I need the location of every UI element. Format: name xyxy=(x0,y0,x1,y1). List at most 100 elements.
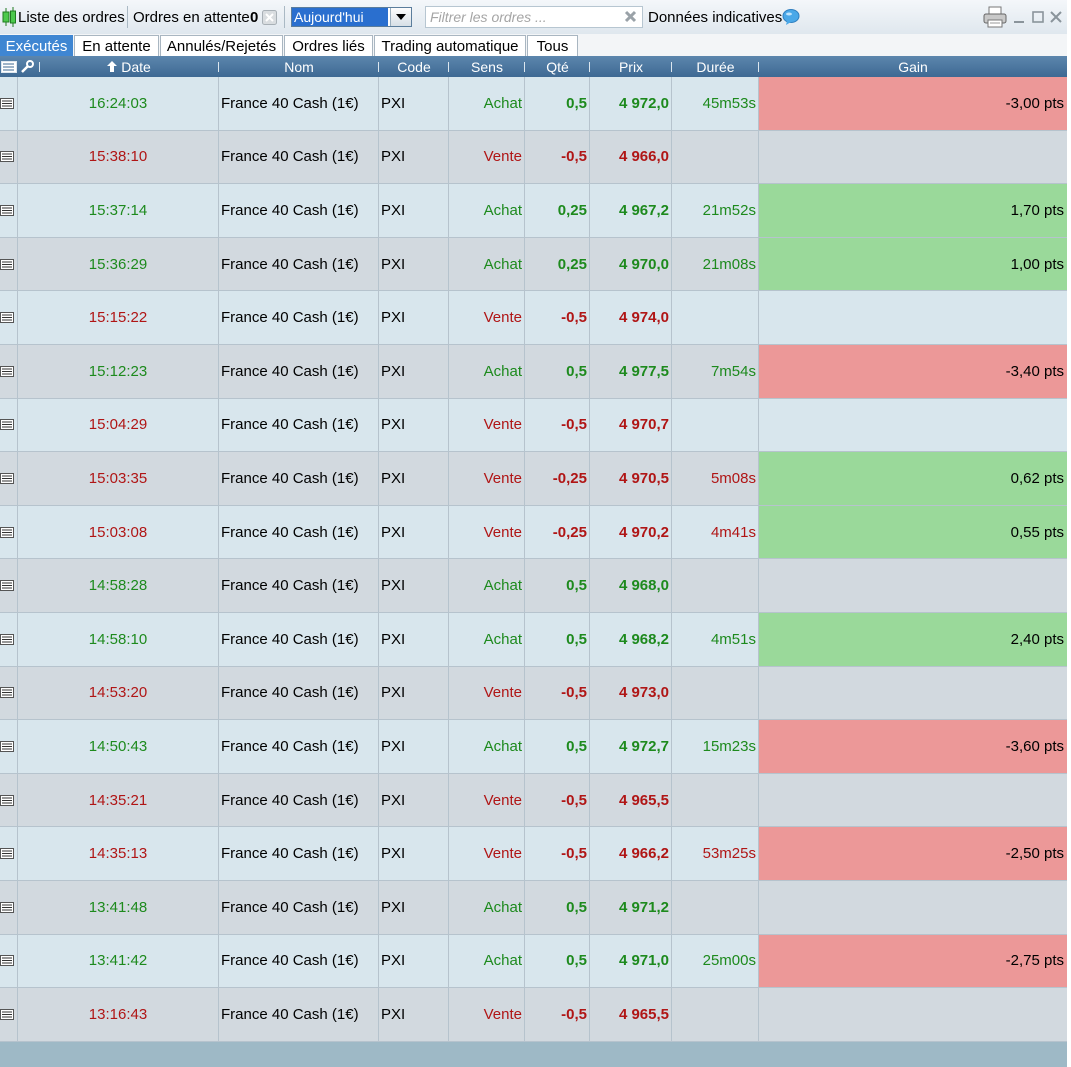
minimize-icon[interactable] xyxy=(1012,0,1028,34)
clear-filter-icon[interactable] xyxy=(624,10,637,26)
toolbar-divider xyxy=(284,6,285,28)
cell-name: France 40 Cash (1€) xyxy=(219,505,379,560)
period-dropdown[interactable]: Aujourd'hui xyxy=(291,7,412,27)
cell-time: 13:16:43 xyxy=(18,988,219,1042)
order-details-icon[interactable] xyxy=(0,666,18,721)
table-row[interactable]: 16:24:03 France 40 Cash (1€) PXI Achat 0,5 4 … xyxy=(0,77,1067,131)
column-code[interactable]: Code xyxy=(397,58,431,75)
cell-gain: -2,75 pts xyxy=(759,934,1067,989)
wrench-icon[interactable] xyxy=(19,56,35,77)
table-row[interactable]: 14:35:21 France 40 Cash (1€) PXI Vente -0,5 4… xyxy=(0,773,1067,828)
tab-en-attente[interactable]: En attente xyxy=(74,35,159,56)
order-details-icon[interactable] xyxy=(0,345,18,399)
clear-pending-icon[interactable] xyxy=(262,0,278,34)
cell-time: 15:38:10 xyxy=(18,130,219,185)
table-row[interactable]: 15:38:10 France 40 Cash (1€) PXI Vente -0,5 4… xyxy=(0,130,1067,185)
cell-code: PXI xyxy=(379,184,449,238)
period-selected-value: Aujourd'hui xyxy=(292,8,388,26)
order-details-icon[interactable] xyxy=(0,559,18,613)
cell-code: PXI xyxy=(379,291,449,345)
cell-gain: -3,60 pts xyxy=(759,720,1067,774)
cell-code: PXI xyxy=(379,398,449,453)
table-row[interactable]: 13:41:48 France 40 Cash (1€) PXI Achat 0,5 4 … xyxy=(0,881,1067,935)
tab-ordres-lies[interactable]: Ordres liés xyxy=(284,35,373,56)
order-details-icon[interactable] xyxy=(0,881,18,935)
table-row[interactable]: 14:50:43 France 40 Cash (1€) PXI Achat 0,5 4 … xyxy=(0,720,1067,774)
table-row[interactable]: 14:53:20 France 40 Cash (1€) PXI Vente -0,5 4… xyxy=(0,666,1067,721)
order-details-icon[interactable] xyxy=(0,720,18,774)
maximize-icon[interactable] xyxy=(1031,0,1047,34)
order-details-icon[interactable] xyxy=(0,505,18,560)
order-details-icon[interactable] xyxy=(0,184,18,238)
column-date[interactable]: Date xyxy=(40,56,218,77)
table-row[interactable]: 15:37:14 France 40 Cash (1€) PXI Achat 0,25 4… xyxy=(0,184,1067,238)
order-details-icon[interactable] xyxy=(0,452,18,506)
table-row[interactable]: 15:15:22 France 40 Cash (1€) PXI Vente -0,5 4… xyxy=(0,291,1067,345)
cell-duration xyxy=(672,881,759,935)
chevron-down-icon[interactable] xyxy=(390,8,411,26)
order-details-icon[interactable] xyxy=(0,988,18,1042)
print-icon[interactable] xyxy=(982,0,1008,34)
table-row[interactable]: 15:03:08 France 40 Cash (1€) PXI Vente -0,25… xyxy=(0,505,1067,560)
cell-code: PXI xyxy=(379,559,449,613)
table-row[interactable]: 14:58:10 France 40 Cash (1€) PXI Achat 0,5 4 … xyxy=(0,613,1067,667)
column-nom[interactable]: Nom xyxy=(284,58,314,75)
cell-duration: 21m52s xyxy=(672,184,759,238)
cell-side: Vente xyxy=(449,505,525,560)
tab-tous[interactable]: Tous xyxy=(527,35,578,56)
cell-name: France 40 Cash (1€) xyxy=(219,291,379,345)
filter-box xyxy=(425,6,643,28)
column-duree[interactable]: Durée xyxy=(696,58,735,75)
tab-trading-automatique[interactable]: Trading automatique xyxy=(374,35,526,56)
sort-up-icon xyxy=(107,61,118,72)
table-row[interactable]: 14:35:13 France 40 Cash (1€) PXI Vente -0,5 4… xyxy=(0,827,1067,881)
header-divider xyxy=(524,62,525,72)
table-row[interactable]: 15:36:29 France 40 Cash (1€) PXI Achat 0,25 4… xyxy=(0,237,1067,292)
order-details-icon[interactable] xyxy=(0,934,18,989)
table-row[interactable]: 15:03:35 France 40 Cash (1€) PXI Vente -0,25… xyxy=(0,452,1067,506)
cell-name: France 40 Cash (1€) xyxy=(219,452,379,506)
column-qte[interactable]: Qté xyxy=(546,58,569,75)
cell-name: France 40 Cash (1€) xyxy=(219,398,379,453)
column-sens[interactable]: Sens xyxy=(471,58,503,75)
column-prix[interactable]: Prix xyxy=(618,58,644,75)
tab-executes[interactable]: Exécutés xyxy=(0,35,73,56)
table-row[interactable]: 13:16:43 France 40 Cash (1€) PXI Vente -0,5 4… xyxy=(0,988,1067,1042)
order-details-icon[interactable] xyxy=(0,773,18,828)
cell-name: France 40 Cash (1€) xyxy=(219,130,379,185)
order-details-icon[interactable] xyxy=(0,237,18,292)
cell-price: 4 974,0 xyxy=(590,291,672,345)
header-divider xyxy=(378,62,379,72)
order-details-icon[interactable] xyxy=(0,613,18,667)
column-gain[interactable]: Gain xyxy=(898,58,928,75)
header-divider xyxy=(671,62,672,72)
tab-annules-rejetes[interactable]: Annulés/Rejetés xyxy=(160,35,283,56)
order-details-icon[interactable] xyxy=(0,827,18,881)
table-row[interactable]: 14:58:28 France 40 Cash (1€) PXI Achat 0,5 4 … xyxy=(0,559,1067,613)
cell-code: PXI xyxy=(379,827,449,881)
filter-orders-input[interactable] xyxy=(426,9,624,25)
order-details-icon[interactable] xyxy=(0,398,18,453)
speech-bubble-icon[interactable] xyxy=(782,0,800,34)
cell-side: Vente xyxy=(449,827,525,881)
cell-price: 4 970,5 xyxy=(590,452,672,506)
cell-price: 4 966,0 xyxy=(590,130,672,185)
cell-quantity: 0,5 xyxy=(525,559,590,613)
close-icon[interactable] xyxy=(1049,0,1065,34)
table-header: Date Nom Code Sens Qté Prix Durée Gain xyxy=(0,56,1067,77)
order-details-icon[interactable] xyxy=(0,77,18,131)
order-details-icon[interactable] xyxy=(0,291,18,345)
cell-duration: 25m00s xyxy=(672,934,759,989)
cell-code: PXI xyxy=(379,666,449,721)
cell-quantity: -0,5 xyxy=(525,666,590,721)
table-row[interactable]: 13:41:42 France 40 Cash (1€) PXI Achat 0,5 4 … xyxy=(0,934,1067,989)
cell-time: 14:35:21 xyxy=(18,773,219,828)
order-details-icon[interactable] xyxy=(0,130,18,185)
table-row[interactable]: 15:04:29 France 40 Cash (1€) PXI Vente -0,5 4… xyxy=(0,398,1067,453)
table-row[interactable]: 15:12:23 France 40 Cash (1€) PXI Achat 0,5 4 … xyxy=(0,345,1067,399)
cell-side: Achat xyxy=(449,934,525,989)
columns-menu-icon[interactable] xyxy=(0,56,18,77)
cell-name: France 40 Cash (1€) xyxy=(219,934,379,989)
cell-duration: 4m41s xyxy=(672,505,759,560)
cell-duration: 15m23s xyxy=(672,720,759,774)
